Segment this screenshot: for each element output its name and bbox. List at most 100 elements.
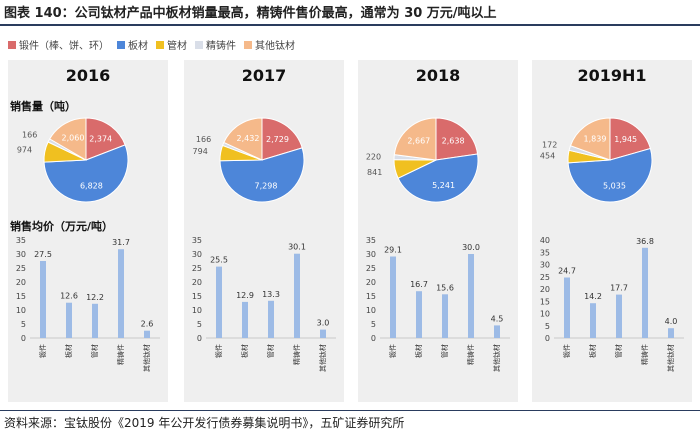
x-tick-label: 其他钛材: [666, 344, 675, 372]
legend-label: 其他钛材: [255, 41, 295, 52]
pie-data-label: 974: [17, 145, 32, 154]
year-title: 2019H1: [577, 66, 647, 85]
legend-swatch: [156, 40, 164, 49]
pie-data-label: 5,241: [432, 181, 455, 190]
bar-data-label: 30.0: [462, 243, 480, 252]
legend-item-tubes: 管材: [156, 37, 187, 52]
legend-item-castings: 精铸件: [195, 37, 236, 52]
legend-item-other: 其他钛材: [244, 37, 295, 52]
y-tick-label: 30: [540, 261, 550, 270]
bar-data-label: 30.1: [288, 243, 306, 252]
bar-data-label: 29.1: [384, 246, 402, 255]
bar-data-label: 13.3: [262, 290, 280, 299]
bar: [216, 266, 222, 338]
pie-data-label: 5,035: [603, 182, 626, 191]
pie-data-label: 841: [367, 168, 382, 177]
bar-data-label: 14.2: [584, 292, 602, 301]
bar-data-label: 2.6: [141, 320, 154, 329]
year-title: 2016: [65, 66, 111, 85]
x-tick-label: 管材: [266, 344, 275, 358]
panel-2019h1: [532, 60, 692, 402]
y-tick-label: 0: [371, 334, 376, 343]
bar-data-label: 12.2: [86, 293, 104, 302]
pie-data-label: 166: [22, 130, 37, 139]
bar: [564, 277, 570, 338]
y-tick-label: 30: [16, 250, 26, 259]
bar-data-label: 25.5: [210, 256, 228, 265]
legend-label: 锻件（棒、饼、环）: [19, 41, 109, 52]
y-tick-label: 20: [16, 278, 26, 287]
y-tick-label: 35: [366, 236, 376, 245]
y-tick-label: 5: [545, 322, 550, 331]
pie-data-label: 220: [366, 152, 381, 161]
legend-swatch: [8, 40, 16, 49]
pie-slice: [397, 153, 479, 203]
legend-label: 板材: [128, 41, 148, 52]
bar: [416, 291, 422, 338]
pie-slice: [393, 117, 437, 161]
x-tick-label: 精铸件: [116, 344, 125, 365]
x-tick-label: 精铸件: [466, 344, 475, 365]
pie-slice: [49, 117, 87, 161]
pie-data-label: 172: [542, 140, 557, 149]
pie-data-label: 1,945: [614, 135, 637, 144]
bar: [92, 303, 98, 338]
y-tick-label: 20: [192, 278, 202, 287]
pie-slice: [261, 117, 303, 161]
legend-label: 精铸件: [206, 41, 236, 52]
legend-swatch: [117, 40, 125, 49]
y-tick-label: 10: [540, 310, 550, 319]
bar: [144, 330, 150, 338]
source-note: 资料来源：宝钛股份《2019 年公开发行债券募集说明书》，五矿证券研究所: [4, 416, 405, 430]
bar-data-label: 31.7: [112, 238, 130, 247]
bar: [668, 328, 674, 338]
y-tick-label: 30: [192, 250, 202, 259]
y-tick-label: 15: [540, 297, 550, 306]
year-title: 2017: [241, 66, 287, 85]
x-tick-label: 锻件: [38, 344, 47, 358]
x-tick-label: 精铸件: [292, 344, 301, 365]
pie-slice: [43, 144, 129, 203]
y-tick-label: 10: [366, 306, 376, 315]
pie-data-label: 6,828: [80, 182, 103, 191]
x-tick-label: 管材: [90, 344, 99, 358]
pie-data-label: 166: [196, 135, 211, 144]
pie-slice: [85, 117, 126, 161]
bar-data-label: 16.7: [410, 280, 428, 289]
x-tick-label: 板材: [588, 344, 597, 358]
pie-data-label: 2,667: [407, 137, 430, 146]
y-tick-label: 10: [16, 306, 26, 315]
bar: [40, 261, 46, 338]
y-tick-label: 35: [16, 236, 26, 245]
bar: [442, 294, 448, 338]
pie-data-label: 2,374: [89, 135, 112, 144]
legend-item-forgings: 锻件（棒、饼、环）: [8, 37, 109, 52]
bar: [242, 301, 248, 338]
legend: 锻件（棒、饼、环） 板材 管材 精铸件 其他钛材: [8, 37, 295, 52]
legend-swatch: [244, 40, 252, 49]
panel-2017: [184, 60, 344, 402]
pie-data-label: 2,432: [237, 134, 260, 143]
y-tick-label: 0: [21, 334, 26, 343]
source-rule: [0, 410, 700, 411]
y-tick-label: 35: [192, 236, 202, 245]
bar: [616, 294, 622, 338]
x-tick-label: 其他钛材: [492, 344, 501, 372]
panel-2018: [358, 60, 518, 402]
bar-data-label: 36.8: [636, 237, 654, 246]
y-tick-label: 35: [540, 248, 550, 257]
y-tick-label: 5: [21, 320, 26, 329]
sales-volume-label: 销售量（吨）: [10, 100, 76, 113]
figure-title: 图表 140：公司钛材产品中板材销量最高，精铸件售价最高，通常为 30 万元/吨…: [4, 6, 497, 21]
year-title: 2018: [415, 66, 461, 85]
pie-data-label: 7,298: [255, 182, 278, 191]
bar: [268, 300, 274, 338]
panel-2016: [8, 60, 168, 402]
y-tick-label: 15: [366, 292, 376, 301]
pie-data-label: 2,729: [266, 135, 289, 144]
y-tick-label: 15: [192, 292, 202, 301]
bar-data-label: 15.6: [436, 283, 454, 292]
y-tick-label: 30: [366, 250, 376, 259]
x-tick-label: 板材: [240, 344, 249, 358]
y-tick-label: 25: [366, 264, 376, 273]
